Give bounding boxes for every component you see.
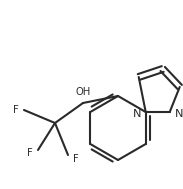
- Text: F: F: [13, 105, 19, 115]
- Text: F: F: [27, 148, 33, 158]
- Text: F: F: [73, 154, 79, 164]
- Text: N: N: [132, 109, 141, 119]
- Text: N: N: [174, 109, 183, 119]
- Text: OH: OH: [75, 87, 91, 97]
